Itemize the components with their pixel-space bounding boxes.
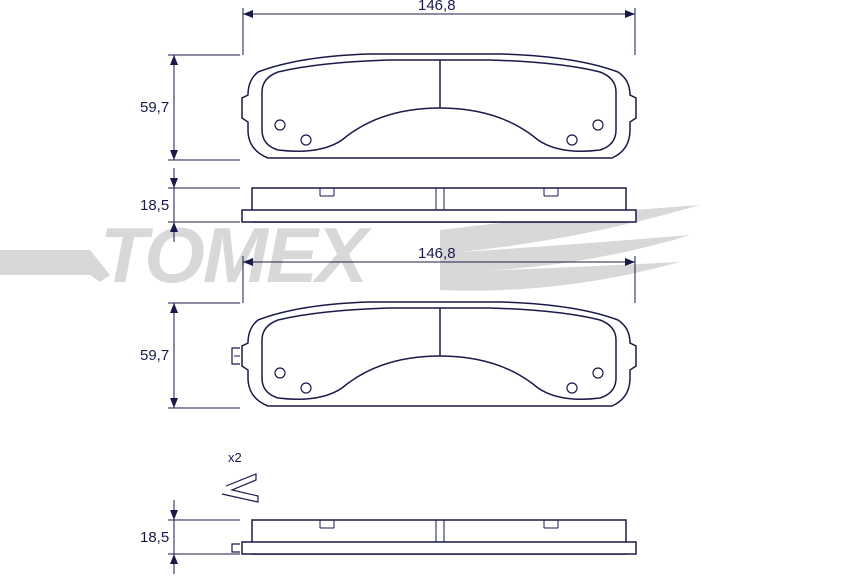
pad2-front	[232, 302, 636, 406]
clip-spring: x2	[222, 450, 258, 502]
pad1-front	[242, 54, 636, 158]
pad1-side	[242, 188, 636, 222]
pad1-width-label: 146,8	[418, 0, 456, 14]
x2-label: x2	[228, 450, 242, 465]
watermark-main-text: TOMEX	[100, 211, 372, 299]
pad1-height-dim: 59,7	[140, 55, 240, 160]
pad1-height-label: 59,7	[140, 99, 169, 116]
pad1-thickness-label: 18,5	[140, 197, 169, 214]
pad1-width-dim: 146,8	[243, 0, 635, 55]
pad2-thickness-label: 18,5	[140, 529, 169, 546]
pad2-thickness-dim: 18,5	[140, 500, 240, 574]
pad2-width-label: 146,8	[418, 245, 456, 262]
pad2-height-label: 59,7	[140, 347, 169, 364]
brake-pad-diagram: TOMEX brakes 146,8 59,7	[0, 0, 865, 576]
pad1-group: 146,8 59,7	[140, 0, 636, 242]
pad2-height-dim: 59,7	[140, 303, 240, 408]
pad2-side	[232, 520, 636, 554]
